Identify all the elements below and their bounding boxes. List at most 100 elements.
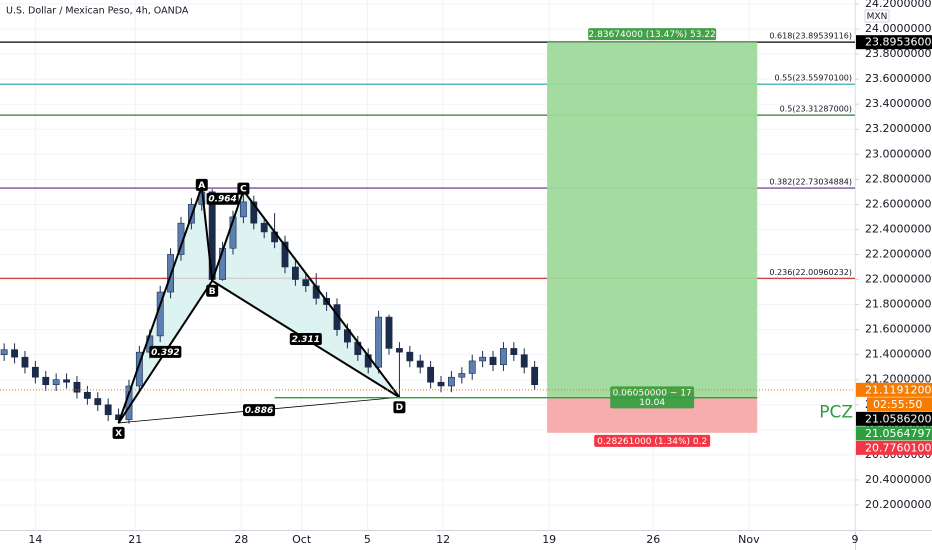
fib-label: 0.5(23.31287000) — [780, 105, 852, 114]
candle-body — [302, 279, 310, 287]
x-tick-label: 9 — [852, 533, 859, 546]
candle-body — [291, 266, 299, 280]
candle-body — [375, 316, 383, 368]
y-tick-label: 21.60000000 — [865, 323, 932, 336]
candle-body — [395, 348, 403, 353]
price-label-box — [856, 382, 932, 397]
ratio-label: 2.311 — [292, 335, 320, 345]
price-label-box — [856, 411, 932, 426]
y-tick-label: 23.20000000 — [865, 122, 932, 135]
ratio-label: 0.392 — [151, 348, 179, 358]
candle-body — [11, 349, 18, 358]
overlays: 2.83674000 (13.47%) 53.22 0.06050000 ~ 17… — [0, 28, 855, 447]
price-label-box — [856, 35, 932, 50]
y-tick-label: 24.00000000 — [865, 22, 932, 35]
x-tick-label: Nov — [738, 533, 760, 546]
y-tick-label: 21.20000000 — [865, 373, 932, 386]
candle-body — [260, 222, 268, 233]
point-label: C — [240, 185, 247, 195]
fib-label: 0.55(23.55970100) — [775, 74, 853, 83]
candle-body — [385, 316, 393, 349]
candle-body — [135, 351, 143, 387]
pcz-label: PCZ — [819, 403, 853, 423]
ratio-box — [289, 333, 322, 346]
candle-body — [104, 404, 112, 416]
ratio-box — [206, 192, 239, 205]
candle-body — [427, 366, 435, 383]
y-tick-label: 23.00000000 — [865, 147, 932, 160]
candle-body — [250, 201, 258, 224]
candle-body — [437, 381, 445, 387]
candle-body — [448, 376, 455, 387]
target-label: 2.83674000 (13.47%) 53.22 — [589, 30, 716, 40]
entry-label: 0.06050000 ~ 17 — [613, 388, 692, 398]
ratio-label: 0.886 — [245, 406, 273, 416]
point-label: A — [198, 181, 205, 191]
candle-body — [468, 360, 476, 374]
price-label: 21.05647975 — [865, 427, 932, 440]
price-label: 23.89536000 — [865, 36, 932, 49]
pattern-leg — [242, 190, 401, 398]
pattern-leg — [211, 190, 245, 282]
x-tick-label: 5 — [364, 533, 371, 546]
candle-body — [281, 241, 289, 268]
entry-sub-label: 10.04 — [639, 398, 665, 408]
pattern-bcd — [212, 190, 400, 398]
point-label: D — [396, 403, 403, 413]
point-box — [112, 426, 125, 439]
y-tick-label: 21.80000000 — [865, 298, 932, 311]
candle-body — [520, 354, 528, 368]
candle-body — [531, 366, 539, 386]
pattern-leg — [200, 186, 214, 281]
y-tick-label: 22.40000000 — [865, 222, 932, 235]
x-tick-label: 19 — [542, 533, 556, 546]
price-sub-label: 02:55:50 — [873, 398, 922, 411]
y-tick-label: 22.60000000 — [865, 197, 932, 210]
pattern-leg — [117, 186, 203, 424]
y-tick-label: 23.80000000 — [865, 47, 932, 60]
candle-body — [63, 379, 70, 383]
candle-body — [406, 351, 414, 362]
ratio-box — [149, 345, 182, 358]
candle-body — [458, 373, 466, 378]
point-box — [393, 401, 406, 414]
candle-body — [239, 201, 247, 218]
x-tick-label: 21 — [128, 533, 142, 546]
price-label: 21.05862000 — [865, 412, 932, 425]
candle-body — [31, 366, 39, 378]
target-label-box — [588, 28, 717, 41]
x-tick-label: 12 — [436, 533, 450, 546]
ratio-label: 0.964 — [208, 195, 236, 205]
profit-zone — [547, 42, 758, 398]
point-box — [206, 284, 219, 297]
y-tick-label: 20.40000000 — [865, 473, 932, 486]
price-label-box — [856, 440, 932, 455]
price-label: 21.11912000 — [865, 383, 932, 396]
currency-label: MXN — [867, 12, 888, 22]
y-tick-label: 22.00000000 — [865, 273, 932, 286]
stop-label-box — [594, 434, 711, 447]
point-box — [195, 178, 208, 191]
x-tick-label: 26 — [646, 533, 660, 546]
candle-body — [489, 356, 497, 365]
candle-body — [83, 391, 91, 399]
point-label: X — [115, 429, 122, 439]
candle-body — [510, 348, 518, 355]
price-sub-box — [867, 397, 932, 412]
ratio-box — [242, 404, 275, 417]
price-label-box — [856, 426, 932, 441]
point-box — [237, 182, 250, 195]
candle-body — [94, 398, 102, 406]
y-tick-label: 23.60000000 — [865, 72, 932, 85]
candle-body — [73, 381, 81, 393]
candle-body — [21, 356, 29, 368]
price-label: 20.77601000 — [865, 441, 932, 454]
candle-body — [479, 356, 487, 362]
fib-label: 0.382(22.73034884) — [769, 178, 852, 187]
candle-body — [416, 360, 424, 368]
x-tick-label: 14 — [28, 533, 42, 546]
y-tick-label: 24.20000000 — [865, 0, 932, 10]
